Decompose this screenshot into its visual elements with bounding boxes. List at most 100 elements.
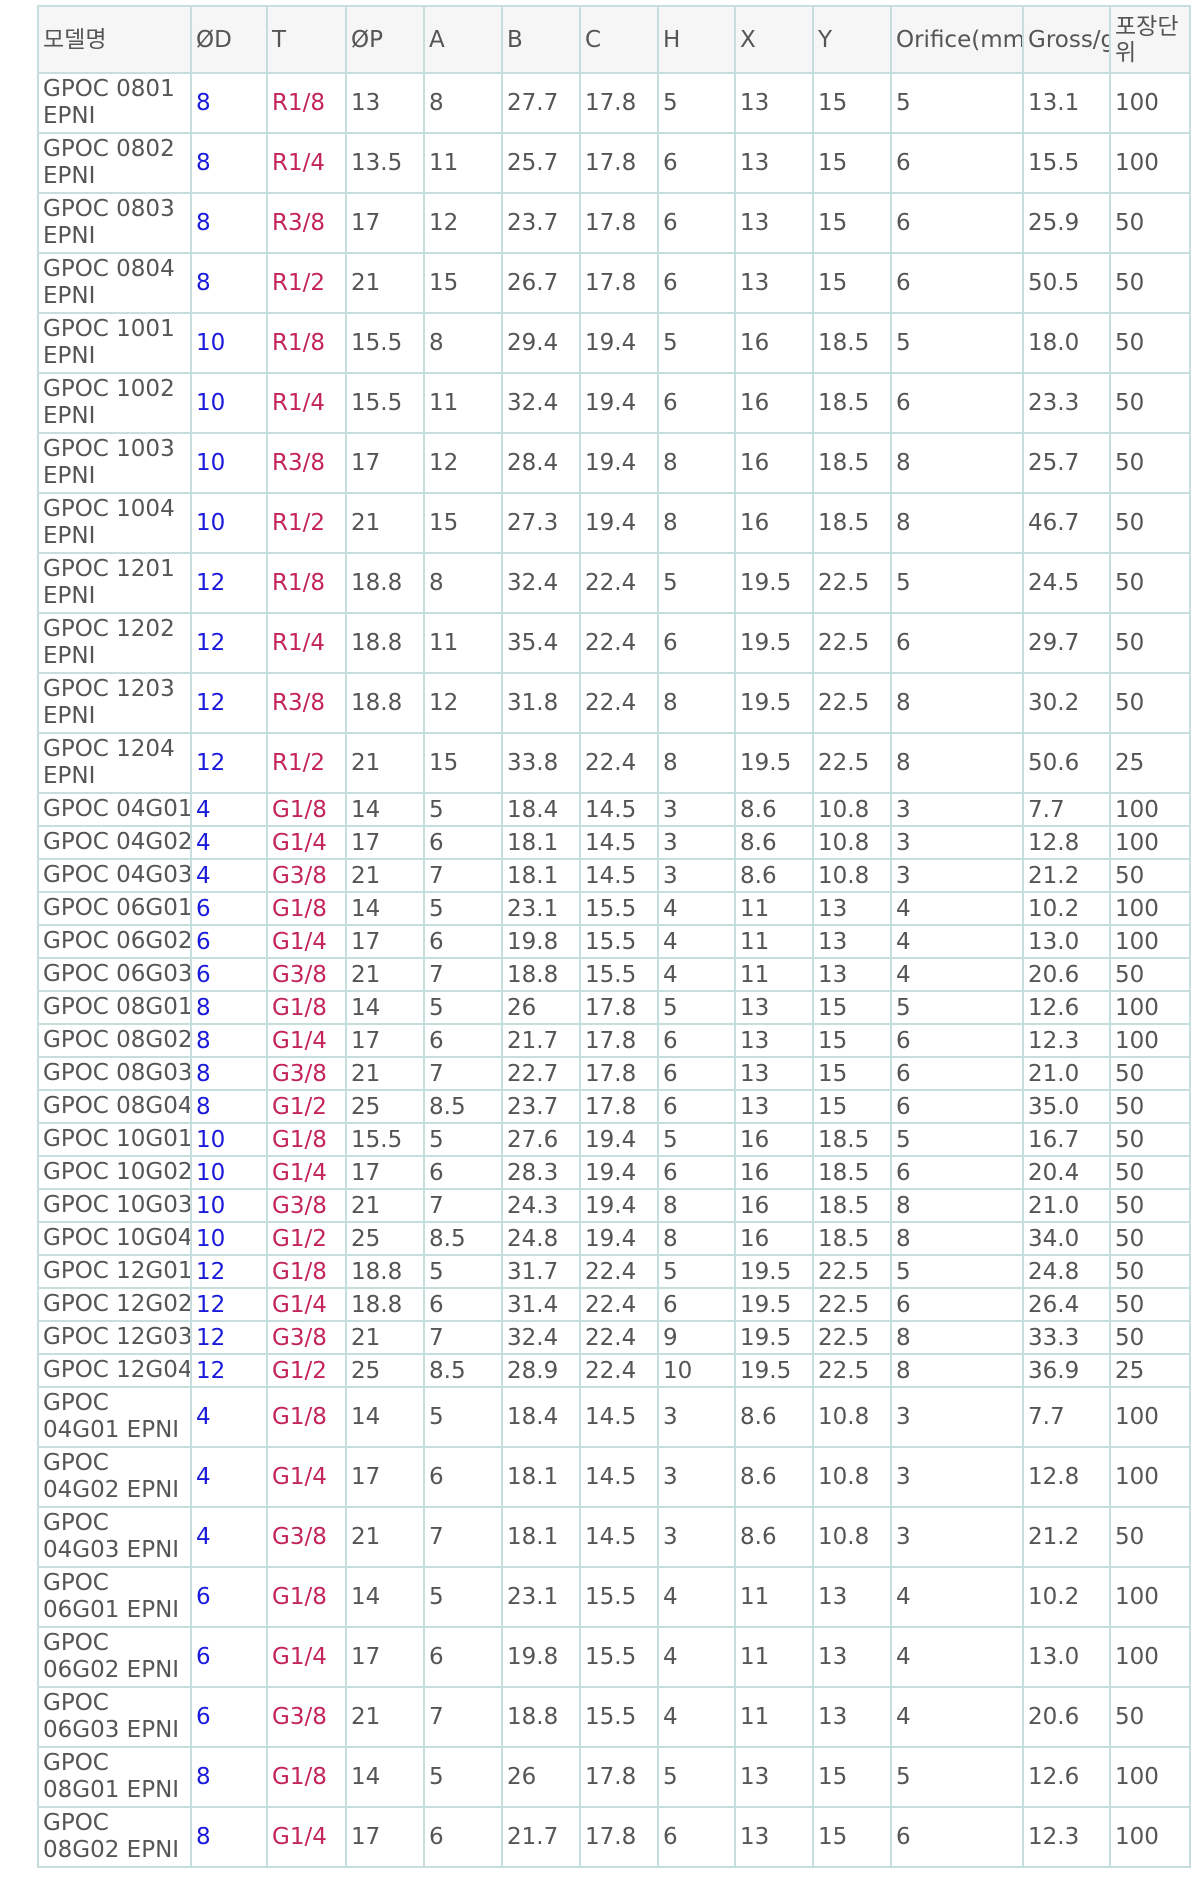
cell-x: 8.6: [734, 1386, 814, 1448]
cell-h: 3: [657, 1446, 736, 1508]
cell-od: 4: [190, 1506, 268, 1568]
cell-y: 18.5: [812, 492, 892, 554]
cell-a: 12: [423, 672, 503, 734]
cell-x: 19.5: [734, 552, 814, 614]
cell-c: 17.8: [579, 1023, 659, 1058]
cell-op: 18.8: [345, 552, 425, 614]
cell-h: 10: [657, 1353, 736, 1388]
table-row: GPOC 10G04 10 G1/2 25 8.5 24.8 19.4 8 16 18.5 8 34.…: [37, 1221, 1191, 1256]
table-row: GPOC 1002 EPNI 10 R1/4 15.5 11 32.4 19.4 6 16 18.…: [37, 372, 1191, 434]
cell-c: 19.4: [579, 1155, 659, 1190]
cell-gross: 35.0: [1022, 1089, 1111, 1124]
cell-b: 18.1: [501, 1446, 581, 1508]
cell-thread: R1/4: [266, 132, 347, 194]
cell-orifice: 6: [890, 1089, 1024, 1124]
cell-h: 4: [657, 1566, 736, 1628]
cell-x: 16: [734, 372, 814, 434]
cell-op: 21: [345, 1056, 425, 1091]
cell-orifice: 3: [890, 825, 1024, 860]
cell-x: 19.5: [734, 672, 814, 734]
cell-package: 50: [1109, 432, 1191, 494]
table-row: GPOC 04G03 4 G3/8 21 7 18.1 14.5 3 8.6 10.8 3 21.2 5…: [37, 858, 1191, 893]
cell-model: GPOC 08G01 EPNI: [37, 1746, 192, 1808]
cell-gross: 12.3: [1022, 1806, 1111, 1868]
cell-y: 15: [812, 1089, 892, 1124]
cell-od: 8: [190, 72, 268, 134]
cell-b: 21.7: [501, 1023, 581, 1058]
cell-y: 13: [812, 1626, 892, 1688]
cell-model: GPOC 0802 EPNI: [37, 132, 192, 194]
cell-thread: G1/4: [266, 924, 347, 959]
cell-x: 11: [734, 957, 814, 992]
cell-thread: G3/8: [266, 858, 347, 893]
cell-gross: 18.0: [1022, 312, 1111, 374]
cell-x: 16: [734, 1221, 814, 1256]
cell-orifice: 4: [890, 1626, 1024, 1688]
cell-x: 19.5: [734, 1353, 814, 1388]
cell-c: 14.5: [579, 825, 659, 860]
column-header-gross: Gross/g: [1022, 5, 1111, 74]
cell-c: 17.8: [579, 1089, 659, 1124]
cell-op: 18.8: [345, 1254, 425, 1289]
cell-y: 13: [812, 891, 892, 926]
cell-package: 50: [1109, 612, 1191, 674]
cell-y: 22.5: [812, 1353, 892, 1388]
cell-package: 50: [1109, 372, 1191, 434]
cell-op: 14: [345, 1386, 425, 1448]
cell-model: GPOC 06G02: [37, 924, 192, 959]
cell-model: GPOC 12G03: [37, 1320, 192, 1355]
cell-op: 25: [345, 1221, 425, 1256]
cell-thread: G1/4: [266, 1626, 347, 1688]
cell-orifice: 3: [890, 1446, 1024, 1508]
cell-c: 19.4: [579, 1122, 659, 1157]
cell-package: 50: [1109, 1056, 1191, 1091]
cell-od: 10: [190, 312, 268, 374]
cell-b: 26.7: [501, 252, 581, 314]
cell-h: 4: [657, 1686, 736, 1748]
cell-h: 6: [657, 1806, 736, 1868]
cell-package: 50: [1109, 492, 1191, 554]
cell-orifice: 6: [890, 1023, 1024, 1058]
table-header: 모델명 ØD T ØP A B C H X Y Orifice(mm) Gross/g 포장단위: [37, 5, 1191, 74]
cell-model: GPOC 04G01 EPNI: [37, 1386, 192, 1448]
cell-x: 19.5: [734, 1287, 814, 1322]
cell-x: 13: [734, 1089, 814, 1124]
cell-od: 8: [190, 1023, 268, 1058]
cell-h: 6: [657, 1056, 736, 1091]
cell-c: 15.5: [579, 1686, 659, 1748]
cell-orifice: 8: [890, 432, 1024, 494]
header-row: 모델명 ØD T ØP A B C H X Y Orifice(mm) Gross/g 포장단위: [37, 5, 1191, 74]
cell-op: 14: [345, 792, 425, 827]
column-header-y: Y: [812, 5, 892, 74]
cell-thread: G1/4: [266, 1446, 347, 1508]
cell-a: 11: [423, 612, 503, 674]
cell-orifice: 4: [890, 891, 1024, 926]
cell-package: 100: [1109, 990, 1191, 1025]
table-row: GPOC 08G01 8 G1/8 14 5 26 17.8 5 13 15 5 12.6 100: [37, 990, 1191, 1025]
cell-orifice: 6: [890, 1056, 1024, 1091]
cell-a: 8: [423, 72, 503, 134]
cell-h: 6: [657, 252, 736, 314]
cell-b: 33.8: [501, 732, 581, 794]
cell-orifice: 5: [890, 72, 1024, 134]
cell-thread: G1/8: [266, 1746, 347, 1808]
cell-x: 13: [734, 252, 814, 314]
cell-op: 17: [345, 1626, 425, 1688]
cell-y: 15: [812, 1023, 892, 1058]
cell-a: 15: [423, 252, 503, 314]
cell-thread: R1/4: [266, 612, 347, 674]
table-row: GPOC 04G01 4 G1/8 14 5 18.4 14.5 3 8.6 10.8 3 7.7 10…: [37, 792, 1191, 827]
spec-table: 모델명 ØD T ØP A B C H X Y Orifice(mm) Gross/g 포장단위 GPO…: [37, 5, 1191, 1868]
cell-c: 17.8: [579, 990, 659, 1025]
cell-thread: R1/2: [266, 732, 347, 794]
cell-y: 13: [812, 1686, 892, 1748]
cell-orifice: 6: [890, 1806, 1024, 1868]
cell-od: 12: [190, 672, 268, 734]
cell-y: 18.5: [812, 1188, 892, 1223]
cell-op: 14: [345, 891, 425, 926]
cell-y: 15: [812, 132, 892, 194]
cell-package: 50: [1109, 1221, 1191, 1256]
cell-orifice: 5: [890, 1746, 1024, 1808]
cell-b: 23.1: [501, 891, 581, 926]
cell-x: 13: [734, 1806, 814, 1868]
